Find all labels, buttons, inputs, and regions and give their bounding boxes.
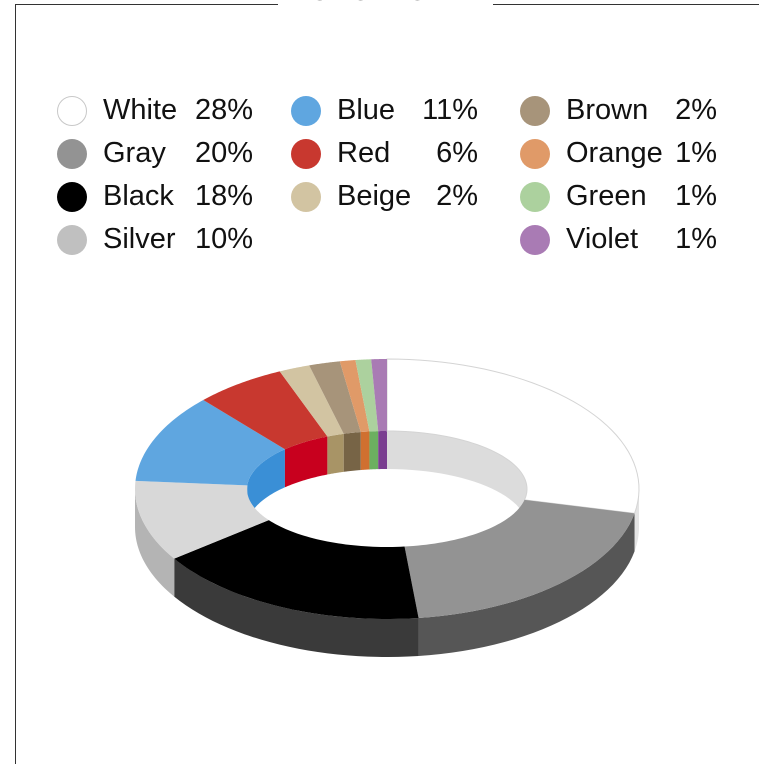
- donut-top-faces: [135, 359, 639, 619]
- donut-chart: [0, 0, 759, 743]
- slice-inner-beige: [327, 434, 343, 475]
- slice-inner-orange: [361, 431, 370, 470]
- slice-inner-green: [369, 431, 378, 469]
- slice-inner-violet: [378, 431, 387, 469]
- slice-inner-brown: [344, 432, 361, 472]
